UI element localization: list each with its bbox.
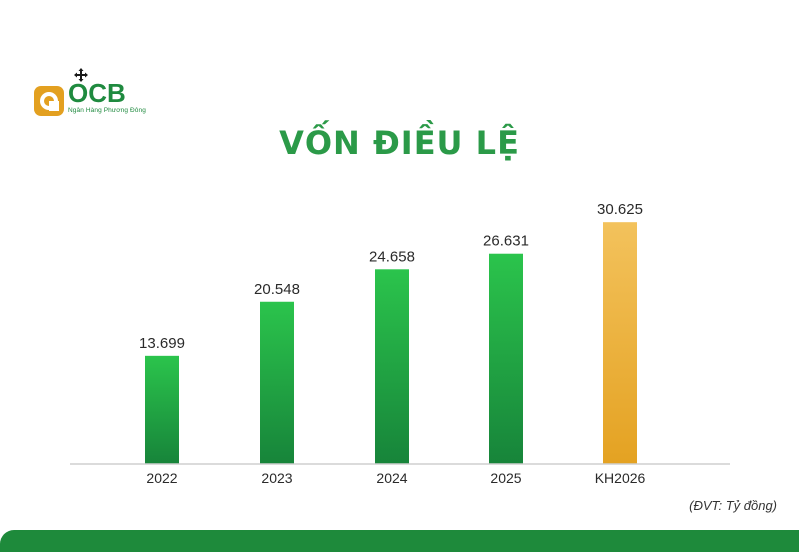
- value-label-2025: 26.631: [483, 233, 529, 250]
- bar-2023: [260, 301, 294, 464]
- category-label-KH2026: KH2026: [595, 470, 646, 486]
- category-label-2023: 2023: [261, 470, 292, 486]
- category-label-2025: 2025: [490, 470, 521, 486]
- ocb-logo-mark-icon: [34, 86, 64, 116]
- chart-title: VỐN ĐIỀU LỆ: [279, 124, 520, 162]
- value-label-2022: 13.699: [139, 335, 185, 352]
- category-label-2022: 2022: [146, 470, 177, 486]
- value-label-KH2026: 30.625: [597, 201, 643, 218]
- ocb-logo-subtitle: Ngân Hàng Phương Đông: [68, 107, 146, 114]
- unit-note: (ĐVT: Tỷ đồng): [689, 498, 777, 513]
- category-label-2024: 2024: [376, 470, 407, 486]
- bar-2025: [489, 253, 523, 464]
- ocb-logo-word: OCB: [68, 68, 146, 108]
- bar-2024: [375, 269, 409, 464]
- footer-band: [0, 530, 799, 552]
- value-label-2023: 20.548: [254, 281, 300, 298]
- bar-KH2026: [603, 222, 637, 464]
- bar-2022: [145, 355, 179, 464]
- move-cursor-icon: [74, 68, 88, 82]
- value-label-2024: 24.658: [369, 248, 415, 265]
- ocb-logo: OCB Ngân Hàng Phương Đông: [34, 68, 146, 116]
